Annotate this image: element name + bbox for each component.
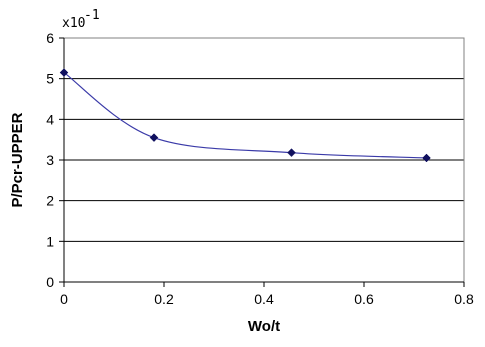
data-point-marker — [59, 68, 69, 77]
series-line — [63, 72, 427, 159]
x-tick-label: 0.2 — [154, 291, 174, 307]
y-tick-label: 0 — [46, 274, 54, 290]
data-point-marker — [287, 148, 296, 158]
y-multiplier-base: x10 — [62, 16, 85, 31]
y-tick-label: 4 — [46, 111, 54, 127]
x-tick-label: 0.6 — [354, 291, 374, 307]
y-axis-title: P/Pcr-UPPER — [9, 112, 26, 207]
x-tick-label: 0 — [60, 291, 68, 307]
y-tick-label: 6 — [46, 30, 54, 46]
x-tick-label: 0.4 — [254, 291, 274, 307]
y-tick-label: 3 — [46, 152, 54, 168]
x-axis-title: Wo/t — [248, 318, 280, 335]
y-tick-label: 2 — [46, 193, 54, 209]
y-tick-label: 1 — [46, 233, 54, 249]
y-multiplier-exponent: -1 — [84, 8, 100, 23]
x-tick-label: 0.8 — [454, 291, 474, 307]
data-point-marker — [422, 153, 431, 163]
data-point-marker — [149, 133, 159, 142]
y-tick-label: 5 — [46, 71, 54, 87]
